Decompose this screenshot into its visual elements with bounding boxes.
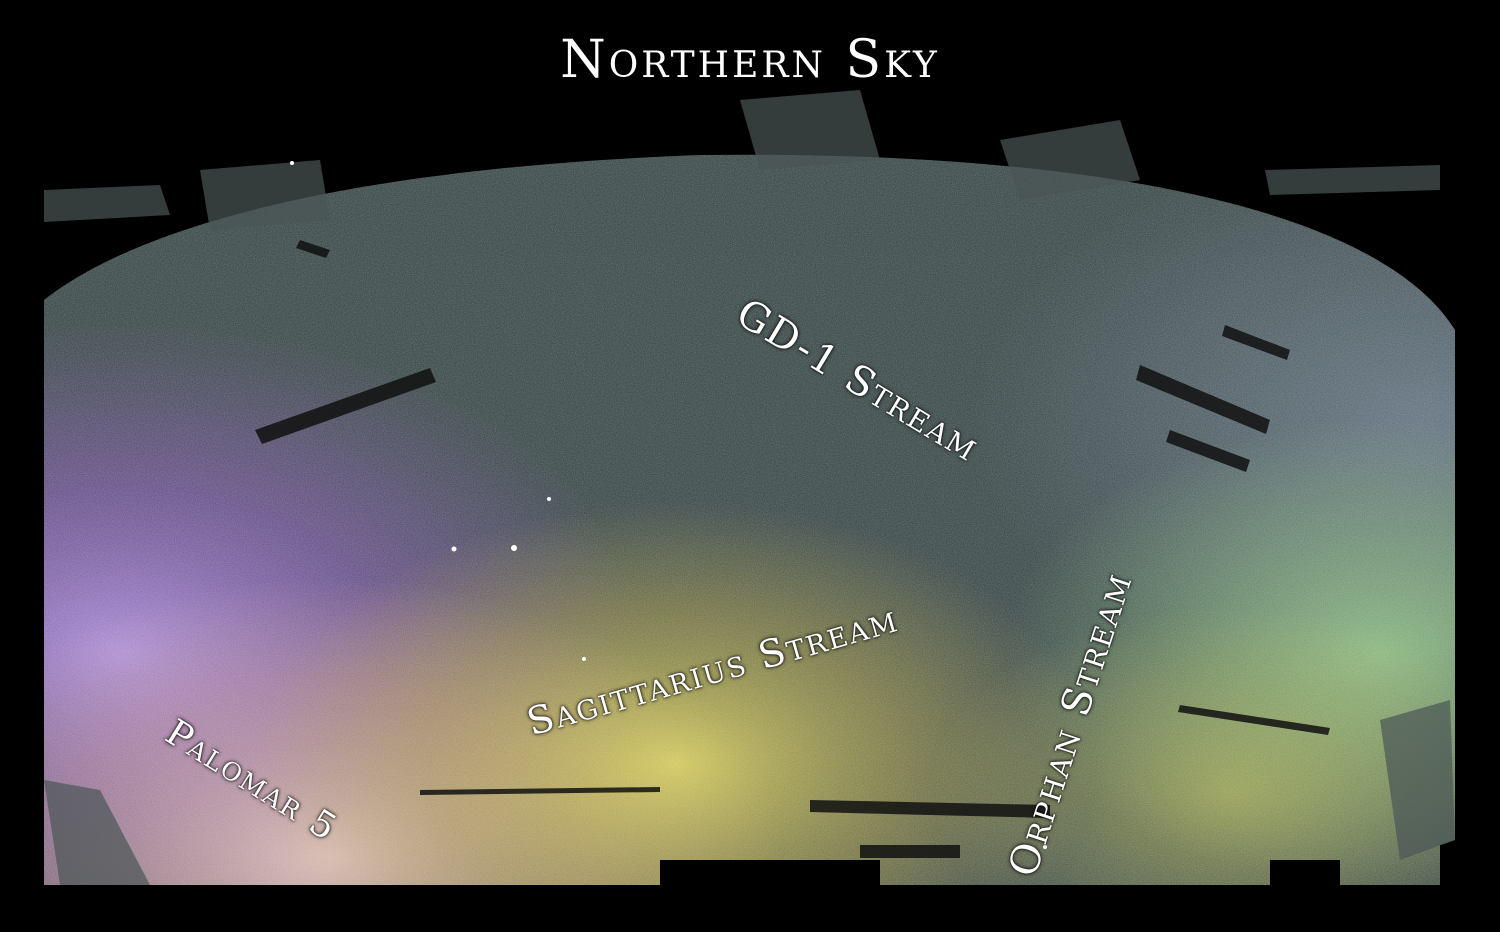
map-title: Northern Sky <box>560 30 940 90</box>
